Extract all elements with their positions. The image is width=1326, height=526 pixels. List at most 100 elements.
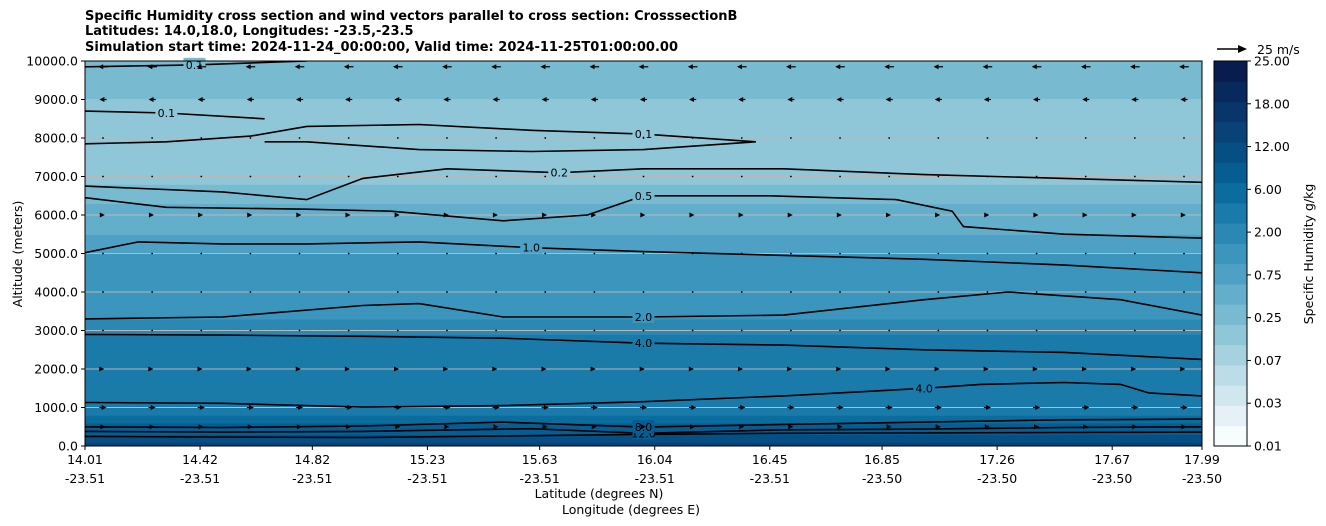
wind-vector xyxy=(396,291,399,293)
wind-vector-head xyxy=(296,424,302,430)
wind-vector-head xyxy=(99,366,105,372)
humidity-band xyxy=(85,184,1202,189)
wind-vector-head xyxy=(935,424,941,430)
humidity-band xyxy=(85,438,1202,443)
wind-vector-head xyxy=(246,366,252,372)
wind-vector xyxy=(642,137,645,139)
wind-vector xyxy=(691,329,694,332)
colorbar-segment xyxy=(1214,243,1247,265)
wind-vector xyxy=(151,291,154,293)
wind-vector-head xyxy=(1082,97,1088,102)
x-tick-label-lon: -23.50 xyxy=(1182,471,1222,486)
wind-vector-head xyxy=(737,366,743,372)
wind-vector-head xyxy=(249,405,255,410)
wind-vector-head xyxy=(934,366,940,372)
humidity-band xyxy=(85,357,1202,362)
wind-vector-head xyxy=(99,97,105,102)
wind-vector-head xyxy=(688,366,694,372)
contour-label: 0.1 xyxy=(158,107,176,120)
wind-vector xyxy=(593,329,596,332)
wind-vector xyxy=(790,252,792,255)
wind-vector-head xyxy=(443,97,449,102)
colorbar-segment xyxy=(1214,283,1247,305)
humidity-band xyxy=(85,272,1202,278)
wind-vector xyxy=(839,137,841,139)
humidity-band xyxy=(85,372,1202,378)
humidity-band xyxy=(85,80,1202,85)
wind-vector-head xyxy=(346,424,352,430)
wind-vector-head xyxy=(1032,97,1038,102)
wind-vector-head xyxy=(148,212,154,218)
wind-vector xyxy=(1133,329,1136,332)
humidity-band xyxy=(85,384,1202,389)
colorbar-tick-label: 12.00 xyxy=(1254,139,1290,154)
wind-vector xyxy=(347,291,350,293)
contour-label: 1.0 xyxy=(522,242,540,255)
wind-vector-head xyxy=(100,424,106,430)
wind-vector-head xyxy=(739,424,745,430)
colorbar-segment xyxy=(1214,81,1247,103)
wind-vector xyxy=(1084,329,1087,332)
wind-vector-head xyxy=(101,405,107,410)
wind-vector xyxy=(790,291,792,293)
wind-vector xyxy=(642,175,645,178)
wind-vector-head xyxy=(197,366,203,372)
wind-vector-head xyxy=(295,366,301,372)
humidity-band xyxy=(85,145,1202,151)
wind-vector-head xyxy=(1181,424,1187,430)
wind-vector-head xyxy=(738,97,744,102)
wind-vector-head xyxy=(590,366,596,372)
wind-vector-head xyxy=(345,97,351,102)
wind-vector-head xyxy=(1031,64,1037,70)
wind-vector-head xyxy=(149,424,155,430)
x-tick-label-lat: 17.99 xyxy=(1184,452,1220,467)
wind-vector xyxy=(888,329,891,332)
wind-vector-head xyxy=(1033,424,1039,430)
colorbar-segment xyxy=(1214,324,1247,346)
wind-vector-head xyxy=(1133,405,1139,410)
wind-vector xyxy=(200,175,203,178)
colorbar-segment xyxy=(1214,101,1247,123)
x-tick-label-lon: -23.51 xyxy=(750,471,790,486)
wind-vector-head xyxy=(687,64,693,70)
humidity-band xyxy=(85,238,1202,243)
wind-vector xyxy=(1035,252,1038,255)
wind-vector xyxy=(986,291,989,293)
wind-vector xyxy=(839,291,841,293)
wind-vector-head xyxy=(1180,212,1186,218)
wind-vector-head xyxy=(835,64,841,70)
wind-vector-head xyxy=(444,424,450,430)
wind-vector-head xyxy=(247,424,253,430)
wind-vector-head xyxy=(591,212,597,218)
y-tick-label: 7000.0 xyxy=(34,169,78,184)
wind-vector-head xyxy=(1083,424,1089,430)
wind-vector xyxy=(937,252,940,255)
humidity-band xyxy=(85,280,1202,285)
wind-vector-head xyxy=(296,212,302,218)
wind-vector xyxy=(691,137,694,139)
wind-vector xyxy=(593,252,596,255)
wind-vector xyxy=(396,252,399,255)
wind-vector-head xyxy=(1131,366,1137,372)
wind-vector-head xyxy=(642,405,648,410)
wind-vector-head xyxy=(933,64,939,70)
wind-vector xyxy=(691,252,694,255)
colorbar-segment xyxy=(1214,121,1247,143)
wind-vector xyxy=(102,329,104,332)
wind-vector xyxy=(740,291,743,293)
humidity-band xyxy=(85,103,1202,108)
humidity-band xyxy=(85,72,1202,77)
humidity-band xyxy=(85,330,1202,335)
wind-vector xyxy=(1133,291,1136,293)
x-tick-label-lat: 16.45 xyxy=(752,452,788,467)
wind-vector-head xyxy=(395,424,401,430)
quiver-key: 25 m/s xyxy=(1217,42,1300,57)
x-tick-label-lat: 17.26 xyxy=(979,452,1015,467)
wind-vector xyxy=(249,252,252,255)
humidity-band xyxy=(85,365,1202,370)
humidity-band xyxy=(85,265,1202,270)
wind-vector-head xyxy=(347,405,353,410)
humidity-band xyxy=(85,118,1202,124)
x-tick-label-lat: 14.42 xyxy=(182,452,218,467)
